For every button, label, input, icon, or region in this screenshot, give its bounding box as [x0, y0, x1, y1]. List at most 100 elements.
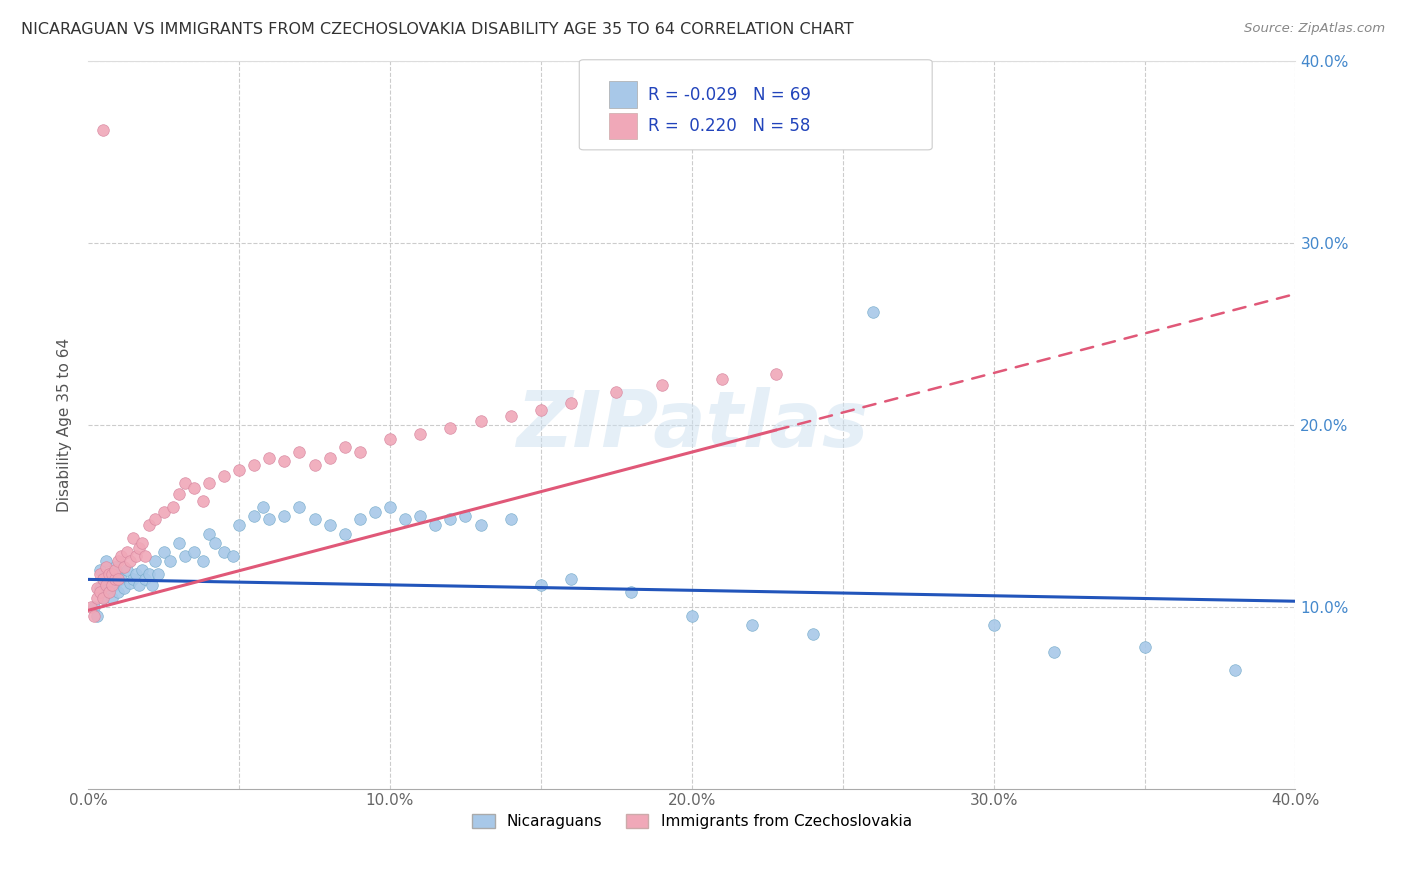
Point	[1043, 645, 1066, 659]
Point	[134, 573, 156, 587]
Point	[91, 591, 114, 605]
Point	[98, 585, 121, 599]
Point	[304, 512, 326, 526]
Point	[252, 500, 274, 514]
Point	[409, 426, 432, 441]
Point	[143, 512, 166, 526]
Point	[159, 554, 181, 568]
Point	[89, 563, 111, 577]
Point	[86, 582, 108, 596]
Point	[681, 608, 703, 623]
Point	[107, 566, 129, 581]
Point	[349, 445, 371, 459]
Point	[134, 549, 156, 563]
Point	[499, 512, 522, 526]
Point	[96, 554, 118, 568]
Point	[96, 578, 118, 592]
Text: Source: ZipAtlas.com: Source: ZipAtlas.com	[1244, 22, 1385, 36]
Point	[152, 505, 174, 519]
Point	[651, 377, 673, 392]
Point	[333, 440, 356, 454]
Point	[167, 487, 190, 501]
Point	[104, 563, 127, 577]
Point	[141, 578, 163, 592]
Point	[89, 585, 111, 599]
Point	[228, 517, 250, 532]
Point	[620, 585, 643, 599]
Point	[470, 517, 492, 532]
Point	[101, 573, 124, 587]
Point	[98, 566, 121, 581]
Legend: Nicaraguans, Immigrants from Czechoslovakia: Nicaraguans, Immigrants from Czechoslova…	[465, 807, 918, 836]
Point	[378, 433, 401, 447]
Point	[138, 566, 160, 581]
Point	[212, 545, 235, 559]
Point	[530, 403, 553, 417]
Y-axis label: Disability Age 35 to 64: Disability Age 35 to 64	[58, 338, 72, 512]
Point	[125, 549, 148, 563]
Point	[243, 458, 266, 472]
Point	[91, 573, 114, 587]
Point	[107, 554, 129, 568]
Point	[86, 591, 108, 605]
Point	[107, 573, 129, 587]
Point	[131, 536, 153, 550]
Point	[318, 517, 340, 532]
Text: ZIPatlas: ZIPatlas	[516, 387, 868, 463]
Point	[228, 463, 250, 477]
Point	[862, 305, 884, 319]
Point	[110, 573, 132, 587]
Point	[98, 566, 121, 581]
Point	[204, 536, 226, 550]
Point	[409, 508, 432, 523]
Point	[125, 566, 148, 581]
Point	[801, 627, 824, 641]
Point	[560, 573, 582, 587]
Point	[96, 559, 118, 574]
Point	[122, 531, 145, 545]
Point	[173, 476, 195, 491]
Point	[304, 458, 326, 472]
Point	[983, 618, 1005, 632]
Point	[146, 566, 169, 581]
Point	[257, 450, 280, 465]
Point	[117, 563, 139, 577]
Point	[120, 576, 142, 591]
Point	[349, 512, 371, 526]
Point	[257, 512, 280, 526]
Point	[198, 476, 221, 491]
Point	[110, 549, 132, 563]
Point	[1223, 663, 1246, 677]
Point	[378, 500, 401, 514]
Text: R =  0.220   N = 58: R = 0.220 N = 58	[648, 117, 810, 135]
Point	[530, 578, 553, 592]
Point	[112, 582, 135, 596]
Point	[288, 500, 311, 514]
Point	[91, 573, 114, 587]
Point	[439, 512, 461, 526]
Point	[439, 421, 461, 435]
Point	[89, 582, 111, 596]
Point	[143, 554, 166, 568]
Point	[173, 549, 195, 563]
Text: NICARAGUAN VS IMMIGRANTS FROM CZECHOSLOVAKIA DISABILITY AGE 35 TO 64 CORRELATION: NICARAGUAN VS IMMIGRANTS FROM CZECHOSLOV…	[21, 22, 853, 37]
Point	[212, 468, 235, 483]
Point	[91, 123, 114, 137]
Point	[765, 367, 787, 381]
Text: R = -0.029   N = 69: R = -0.029 N = 69	[648, 86, 811, 103]
Point	[499, 409, 522, 423]
Point	[425, 517, 447, 532]
Point	[80, 599, 103, 614]
Point	[560, 396, 582, 410]
Point	[198, 527, 221, 541]
Point	[131, 563, 153, 577]
Point	[711, 372, 734, 386]
Point	[117, 545, 139, 559]
Point	[273, 508, 295, 523]
Point	[86, 608, 108, 623]
Point	[741, 618, 763, 632]
Point	[162, 500, 184, 514]
Point	[273, 454, 295, 468]
Point	[152, 545, 174, 559]
Point	[104, 573, 127, 587]
